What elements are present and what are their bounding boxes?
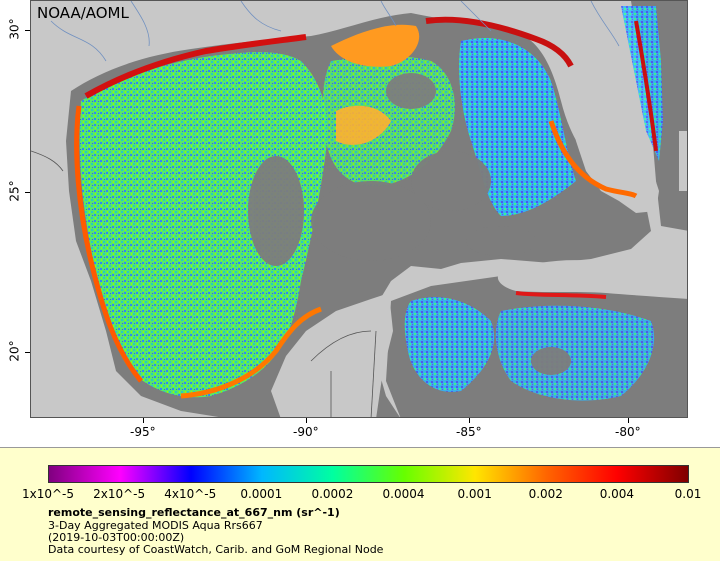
map-panel: NOAA/AOML bbox=[30, 0, 688, 418]
coastal-high-reflectance-atlantic bbox=[634, 20, 658, 152]
longitude-tick-label: -85° bbox=[456, 425, 482, 439]
bahamas-land bbox=[679, 131, 687, 191]
latitude-tick-mark bbox=[25, 352, 30, 353]
latitude-tick-mark bbox=[25, 30, 30, 31]
coastal-high-reflectance-north bbox=[84, 34, 307, 99]
legend-panel: 1x10^-5 2x10^-5 4x10^-5 0.0001 0.0002 0.0004 0… bbox=[0, 447, 720, 561]
colorbar-tick-label: 0.004 bbox=[599, 487, 635, 501]
longitude-tick-mark bbox=[143, 418, 144, 423]
plume-south bbox=[336, 105, 391, 145]
colorbar-tick-label: 2x10^-5 bbox=[93, 487, 146, 501]
colorbar-tick-label: 4x10^-5 bbox=[164, 487, 217, 501]
gulf-of-mexico-map bbox=[31, 1, 687, 417]
longitude-tick-label: -95° bbox=[130, 425, 156, 439]
political-borders bbox=[31, 150, 377, 417]
legend-courtesy: Data courtesy of CoastWatch, Carib. and … bbox=[48, 543, 384, 556]
longitude-tick-mark bbox=[469, 418, 470, 423]
cloud-gaps bbox=[248, 73, 571, 375]
coastal-high-reflectance-panhandle bbox=[425, 16, 574, 68]
yucatan-channel-data bbox=[404, 297, 495, 392]
colorbar-tick-label: 0.0001 bbox=[240, 487, 283, 501]
rivers bbox=[50, 1, 620, 62]
latitude-tick-label: 25° bbox=[7, 180, 22, 202]
colorbar-tick-label: 0.0004 bbox=[382, 487, 425, 501]
latitude-tick-mark bbox=[25, 192, 30, 193]
colorbar-tick-label: 0.01 bbox=[674, 487, 702, 501]
coastal-high-reflectance-cuba bbox=[515, 291, 607, 299]
cuba-land bbox=[497, 260, 687, 299]
latitude-tick-label: 20° bbox=[7, 340, 22, 362]
mississippi-plume bbox=[331, 24, 420, 67]
florida-land bbox=[551, 41, 659, 213]
colorbar-tick-label: 0.002 bbox=[528, 487, 563, 501]
longitude-tick-label: -90° bbox=[293, 425, 319, 439]
credit-label: NOAA/AOML bbox=[37, 4, 129, 22]
colorbar-tick-label: 1x10^-5 bbox=[21, 487, 75, 501]
longitude-tick-label: -80° bbox=[615, 425, 641, 439]
longitude-tick-mark bbox=[306, 418, 307, 423]
yucatan-land bbox=[271, 293, 393, 417]
legend-variable: remote_sensing_reflectance_at_667_nm (sr… bbox=[48, 506, 340, 519]
legend-dataset: 3-Day Aggregated MODIS Aqua Rrs667 bbox=[48, 519, 263, 532]
coastal-high-reflectance-campeche bbox=[180, 306, 322, 399]
legend-time: (2019-10-03T00:00:00Z) bbox=[48, 531, 185, 544]
colorbar-tick-label: 0.0002 bbox=[311, 487, 354, 501]
colorbar bbox=[48, 465, 689, 483]
colorbar-tick-label: 0.001 bbox=[457, 487, 492, 501]
latitude-tick-label: 30° bbox=[7, 18, 22, 40]
coastal-high-reflectance-west bbox=[74, 105, 143, 383]
caribbean-data bbox=[495, 305, 655, 401]
coastal-high-reflectance-florida bbox=[548, 120, 638, 199]
longitude-tick-mark bbox=[628, 418, 629, 423]
western-gulf-data bbox=[79, 52, 328, 398]
